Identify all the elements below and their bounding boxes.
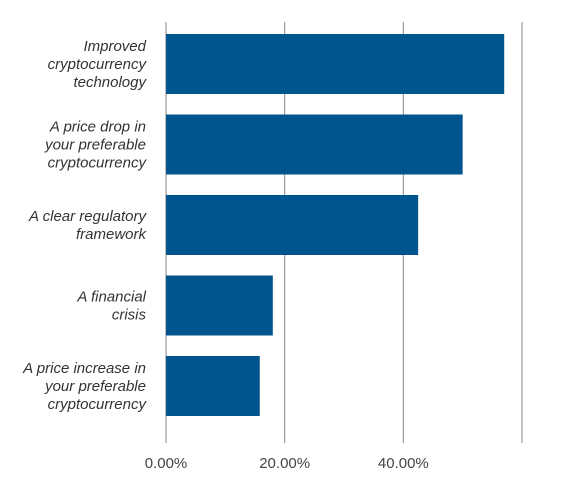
category-label: A financial crisis — [76, 289, 146, 324]
bar — [166, 114, 463, 175]
x-tick-labels: 0.00% 20.00% 40.00% — [145, 455, 429, 472]
x-tick-label: 40.00% — [378, 455, 429, 472]
category-label-line: your preferable — [44, 137, 146, 154]
category-label-line: crisis — [112, 307, 147, 324]
category-label-line: cryptocurrency — [48, 56, 148, 73]
category-label-line: your preferable — [44, 378, 146, 395]
category-label: A price increase in your preferable crypto… — [22, 360, 147, 413]
category-label: A price drop in your preferable cryptocurr… — [44, 119, 147, 172]
category-label-line: A financial — [76, 289, 146, 306]
category-label-line: A clear regulatory — [28, 208, 147, 225]
category-label-line: Improved — [83, 38, 146, 55]
category-label-line: technology — [73, 74, 147, 91]
x-tick-label: 0.00% — [145, 455, 188, 472]
x-tick-label: 20.00% — [259, 455, 310, 472]
category-label-line: A price increase in — [22, 360, 146, 377]
category-label-line: cryptocurrency — [48, 155, 148, 172]
category-label: A clear regulatory framework — [28, 208, 147, 243]
bar — [166, 356, 260, 416]
bar — [166, 275, 273, 336]
bar — [166, 195, 419, 255]
category-label: Improved cryptocurrency technology — [48, 38, 148, 91]
category-label-line: A price drop in — [49, 119, 146, 136]
bars — [166, 34, 505, 416]
category-label-line: cryptocurrency — [48, 396, 148, 413]
bar — [166, 34, 505, 94]
category-label-line: framework — [76, 226, 148, 243]
